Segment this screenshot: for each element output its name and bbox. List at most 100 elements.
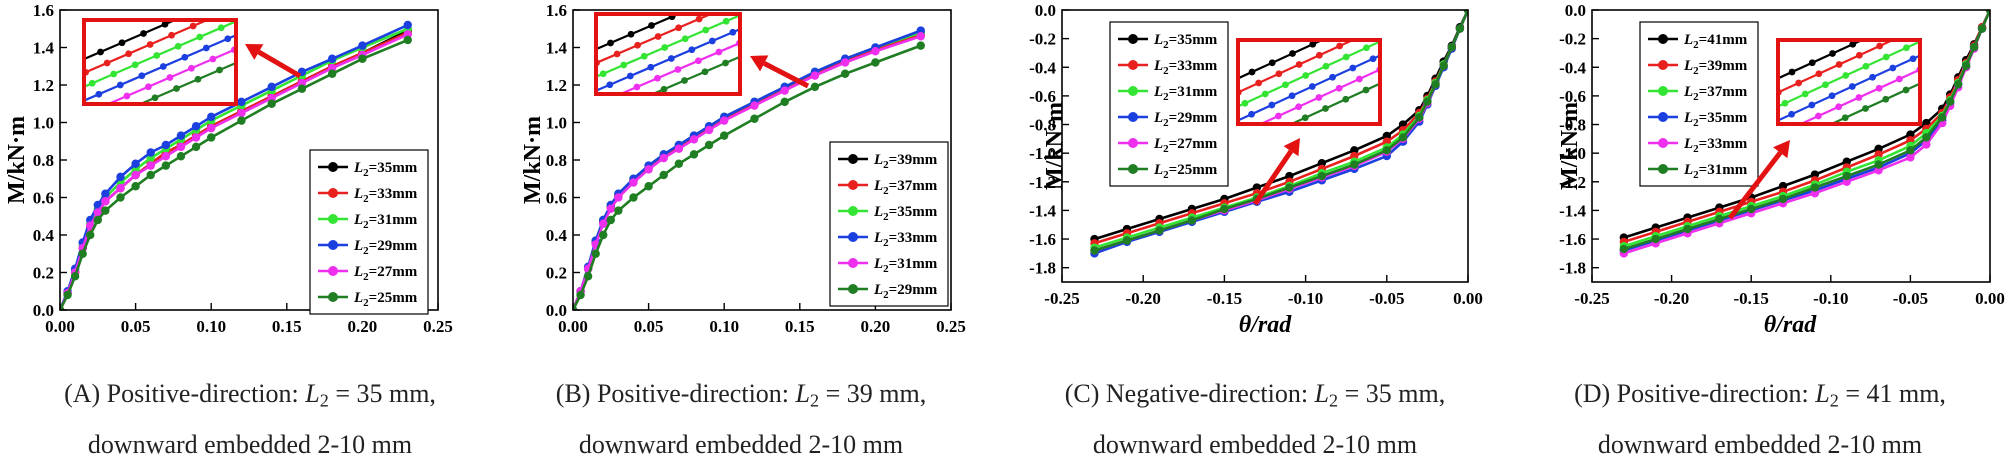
inset-point: [209, 55, 217, 63]
caption-a: (A) Positive-direction: L2 = 35 mm, down…: [0, 372, 500, 467]
data-point: [297, 84, 307, 93]
data-point: [237, 97, 246, 107]
inset-point: [1390, 46, 1397, 53]
inset-point: [1761, 109, 1768, 116]
y-tick-label: 0.6: [33, 189, 54, 208]
x-tick-label: 0.15: [785, 317, 815, 336]
inset-point: [579, 79, 586, 86]
data-point: [327, 54, 337, 63]
inset-point: [1228, 78, 1235, 85]
x-tick-label: -0.15: [1207, 289, 1242, 308]
inset-point: [1268, 101, 1276, 109]
inset-point: [1330, 32, 1337, 39]
legend-marker: [1128, 86, 1138, 96]
inset-point: [1329, 73, 1336, 81]
inset-point: [1835, 61, 1843, 68]
inset-point: [1841, 114, 1849, 122]
data-point: [689, 150, 699, 159]
data-point: [1938, 113, 1947, 122]
data-point: [1220, 204, 1229, 214]
inset-point: [1370, 13, 1377, 20]
y-tick-label: 0.4: [33, 226, 55, 245]
zoom-inset: [1761, 35, 1944, 126]
data-point: [237, 108, 246, 118]
y-axis-label: M/kN·m: [1042, 102, 1068, 190]
legend-label: L2=35mm: [1153, 32, 1218, 51]
data-point: [161, 140, 171, 150]
x-tick-label: 0.00: [1453, 289, 1483, 308]
inset-point: [634, 41, 641, 49]
caption-b-suffix: = 39 mm,: [819, 379, 927, 408]
x-tick-label: 0.00: [1975, 289, 2005, 308]
chart-a: 0.00 0.05 0.10 0.15 0.20 0.25 0.0 0.2 0.4 0.6 0.8 1…: [4, 1, 453, 336]
inset-point: [654, 33, 662, 40]
legend-label: L2=39mm: [873, 152, 938, 171]
pointer-arrow: [1728, 151, 1783, 220]
x-tick-label: 0.05: [121, 317, 151, 336]
x-axis-label: θ/rad: [1239, 312, 1292, 338]
y-tick-label: 1.4: [33, 39, 55, 58]
caption-d-var: L: [1815, 379, 1830, 408]
inset-point: [710, 0, 717, 3]
data-point: [116, 183, 125, 193]
inset-point: [1795, 79, 1802, 87]
inset-point: [1862, 62, 1870, 70]
data-point: [1953, 80, 1963, 89]
legend-box: [1109, 21, 1229, 187]
inset-point: [675, 24, 682, 32]
legend-marker: [1128, 164, 1138, 174]
y-tick-label: 1.2: [546, 76, 567, 95]
data-point: [191, 122, 201, 131]
inset-point: [1815, 112, 1822, 120]
y-tick-label: -0.8: [1029, 116, 1056, 135]
legend-label: L2=29mm: [353, 238, 418, 257]
legend-label: L2=37mm: [873, 178, 938, 197]
data-point: [1906, 153, 1915, 162]
data-point: [1398, 133, 1408, 142]
caption-d: (D) Positive-direction: L2 = 41 mm, down…: [1510, 372, 2007, 467]
inset-point: [196, 33, 204, 41]
legend-label: L2=31mm: [353, 212, 418, 231]
axes-frame: [1591, 9, 1991, 283]
caption-a-suffix: = 35 mm,: [328, 379, 436, 408]
inset-point: [648, 22, 655, 29]
data-point: [207, 123, 216, 133]
data-point: [1810, 183, 1820, 192]
legend-marker: [1658, 86, 1668, 96]
data-point: [629, 178, 638, 187]
caption-b-sub: 2: [810, 390, 820, 411]
inset-point: [1937, 57, 1944, 64]
legend-label: L2=29mm: [873, 282, 938, 301]
inset-point: [168, 31, 176, 39]
inset-point: [1363, 44, 1370, 52]
data-point: [176, 152, 186, 161]
caption-d-line2: downward embedded 2-10 mm: [1597, 429, 1923, 459]
data-point: [267, 99, 276, 108]
x-tick-label: -0.15: [1733, 289, 1768, 308]
legend-marker: [1128, 138, 1138, 148]
data-point: [146, 148, 155, 157]
caption-b-line1: (B) Positive-direction: L2 = 39 mm,: [491, 372, 991, 423]
inset-point: [1295, 61, 1303, 68]
inset-point: [1923, 35, 1930, 42]
inset-point: [722, 17, 730, 25]
inset-point: [1248, 68, 1256, 76]
data-point: [1874, 160, 1883, 169]
inset-point: [647, 63, 655, 71]
y-tick-label: -1.8: [1029, 259, 1056, 278]
inset-point: [216, 66, 223, 74]
x-tick-label: 0.00: [45, 317, 75, 336]
inset-point: [1788, 110, 1795, 118]
data-point: [1447, 43, 1456, 52]
inset-point: [757, 31, 764, 38]
x-tick-label: 0.20: [861, 317, 891, 336]
data-point: [1747, 204, 1756, 214]
caption-b-var: L: [795, 379, 810, 408]
y-tick-label: 1.6: [546, 1, 567, 20]
data-point: [780, 86, 789, 95]
inset-point: [246, 26, 253, 33]
y-tick-label: 1.2: [33, 76, 54, 95]
inset-point: [1822, 81, 1829, 89]
y-tick-label: -1.6: [1559, 230, 1586, 249]
data-point: [1961, 61, 1971, 71]
